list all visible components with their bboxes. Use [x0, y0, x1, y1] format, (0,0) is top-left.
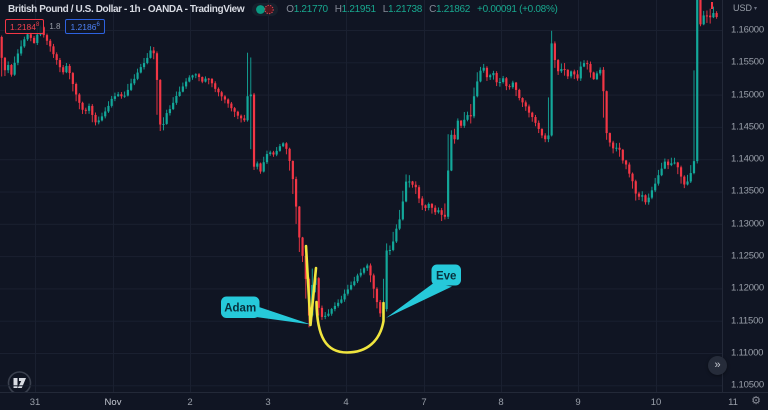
price-axis-label: 1.11000 [731, 347, 764, 359]
currency-selector[interactable]: USD ▾ [733, 3, 758, 13]
bid-ask-row: 1.21848 1.8 1.21866 [5, 19, 105, 34]
buy-price-badge[interactable]: 1.21866 [65, 19, 105, 34]
time-axis-label: 9 [575, 397, 581, 408]
time-axis-label: 8 [498, 397, 504, 408]
low-value: 1.21738 [388, 4, 423, 15]
time-axis-label: 11 [728, 397, 738, 408]
go-to-realtime-button[interactable]: » [708, 356, 727, 375]
time-axis-label: 31 [29, 397, 41, 408]
tradingview-watermark [7, 371, 32, 392]
candlestick-chart[interactable] [0, 0, 722, 392]
price-axis-label: 1.14000 [731, 153, 764, 165]
open-value: 1.21770 [293, 4, 328, 15]
market-status-icon[interactable] [252, 3, 279, 16]
time-axis-label: 3 [265, 397, 271, 408]
price-axis-label: 1.12500 [731, 250, 764, 262]
sell-price-badge[interactable]: 1.21848 [5, 19, 45, 34]
price-axis-label: 1.15000 [731, 89, 764, 101]
price-axis-label: 1.15500 [731, 56, 764, 68]
price-axis-label: 1.13500 [731, 185, 764, 197]
close-value: 1.21862 [435, 4, 471, 15]
spread-value: 1.8 [49, 21, 61, 31]
price-axis-label: 1.11500 [731, 315, 764, 327]
high-value: 1.21951 [341, 4, 376, 15]
price-axis-label: 1.16000 [731, 24, 764, 36]
ohlc-readout: O1.21770 H1.21951 L1.21738 C1.21862 +0.0… [286, 4, 558, 15]
change-value: +0.00091 (+0.08%) [477, 4, 558, 15]
price-axis[interactable]: USD ▾ 1.16000 1.15500 1.15000 1.14500 1.1400… [711, 0, 768, 392]
price-axis-label: 1.10500 [731, 379, 764, 391]
chart-header: British Pound / U.S. Dollar - 1h - OANDA… [8, 3, 558, 16]
price-axis-label: 1.12000 [731, 282, 764, 294]
price-axis-label: 1.13000 [731, 218, 764, 230]
time-axis-label: 10 [650, 397, 662, 408]
price-marker-tick [711, 2, 713, 9]
price-axis-label: 1.14500 [731, 121, 764, 133]
time-axis-label: 4 [343, 397, 349, 408]
gear-icon[interactable]: ⚙ [751, 395, 761, 407]
time-axis[interactable]: ⚙ 31 Nov 2 3 4 7 8 9 10 11 [0, 392, 768, 410]
symbol-title[interactable]: British Pound / U.S. Dollar - 1h - OANDA… [8, 4, 245, 15]
time-axis-label: 2 [187, 397, 193, 408]
double-chevron-right-icon: » [714, 359, 721, 371]
chevron-down-icon: ▾ [754, 5, 758, 12]
time-axis-label: Nov [104, 397, 122, 408]
time-axis-label: 7 [421, 397, 427, 408]
